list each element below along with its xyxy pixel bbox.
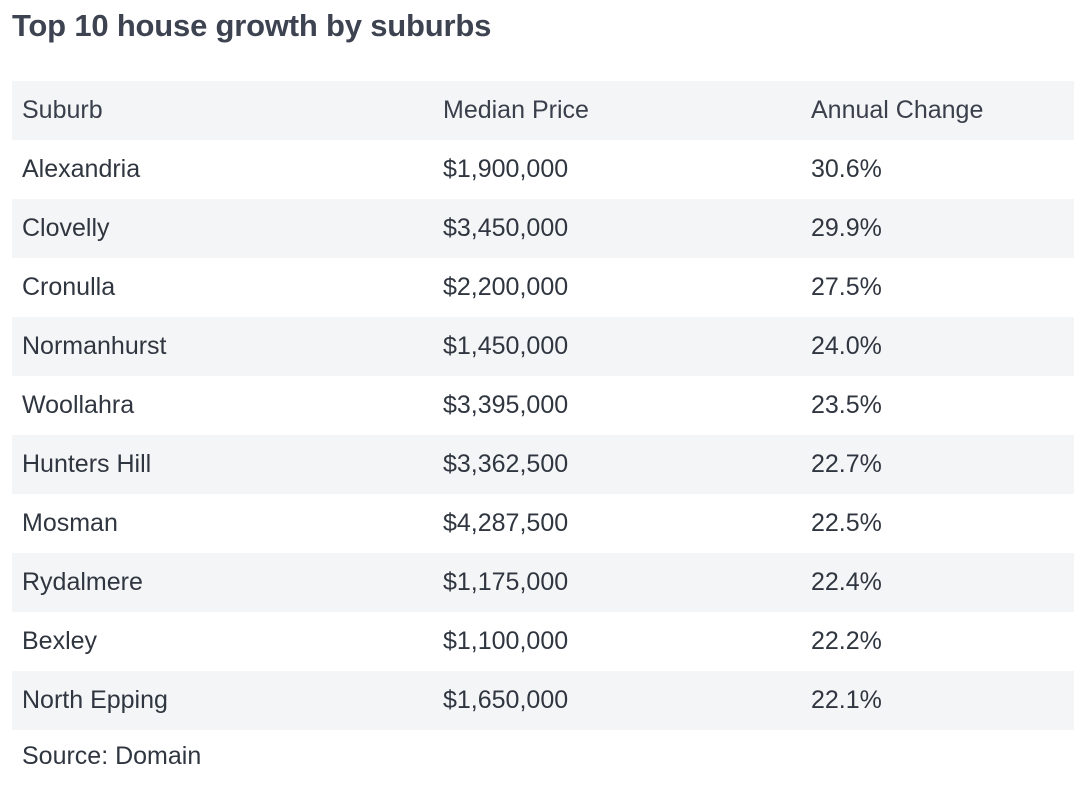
annual-change-cell: 22.5% [811,509,882,537]
median-price-cell: $1,100,000 [443,627,569,655]
header-suburb: Suburb [22,96,103,124]
median-price-cell: $1,900,000 [443,155,569,183]
annual-change-cell: 22.2% [811,627,882,655]
median-price-cell: $1,175,000 [443,568,569,596]
suburb-cell: Clovelly [22,214,110,242]
median-price-cell: $1,450,000 [443,332,569,360]
annual-change-cell: 23.5% [811,391,882,419]
median-price-cell: $3,450,000 [443,214,569,242]
table-row: Mosman $4,287,500 22.5% [12,494,1074,553]
suburb-cell: Alexandria [22,155,141,183]
data-table: Suburb Median Price Annual Change Alexan… [12,81,1074,730]
table-row: Alexandria $1,900,000 30.6% [12,140,1074,199]
table-row: Rydalmere $1,175,000 22.4% [12,553,1074,612]
table-row: Cronulla $2,200,000 27.5% [12,258,1074,317]
table-header-row: Suburb Median Price Annual Change [12,81,1074,140]
annual-change-cell: 29.9% [811,214,882,242]
chart-title: Top 10 house growth by suburbs [12,8,492,43]
suburb-cell: Rydalmere [22,568,143,596]
suburb-cell: Woollahra [22,391,135,419]
suburb-cell: Bexley [22,627,98,655]
annual-change-cell: 22.1% [811,686,882,714]
suburb-cell: Cronulla [22,273,116,301]
suburb-cell: Normanhurst [22,332,167,360]
annual-change-cell: 30.6% [811,155,882,183]
annual-change-cell: 22.7% [811,450,882,478]
suburb-cell: North Epping [22,686,168,714]
suburb-cell: Mosman [22,509,118,537]
annual-change-cell: 22.4% [811,568,882,596]
annual-change-cell: 27.5% [811,273,882,301]
table-row: North Epping $1,650,000 22.1% [12,671,1074,730]
table-row: Bexley $1,100,000 22.2% [12,612,1074,671]
table-row: Normanhurst $1,450,000 24.0% [12,317,1074,376]
table-row: Woollahra $3,395,000 23.5% [12,376,1074,435]
header-median-price: Median Price [443,96,589,124]
header-annual-change: Annual Change [811,96,984,124]
median-price-cell: $2,200,000 [443,273,569,301]
source-note: Source: Domain [22,742,202,770]
median-price-cell: $1,650,000 [443,686,569,714]
table-row: Hunters Hill $3,362,500 22.7% [12,435,1074,494]
median-price-cell: $4,287,500 [443,509,569,537]
median-price-cell: $3,362,500 [443,450,569,478]
median-price-cell: $3,395,000 [443,391,569,419]
annual-change-cell: 24.0% [811,332,882,360]
table-row: Clovelly $3,450,000 29.9% [12,199,1074,258]
table-body: Alexandria $1,900,000 30.6% Clovelly $3,450,… [12,140,1074,730]
suburb-cell: Hunters Hill [22,450,152,478]
